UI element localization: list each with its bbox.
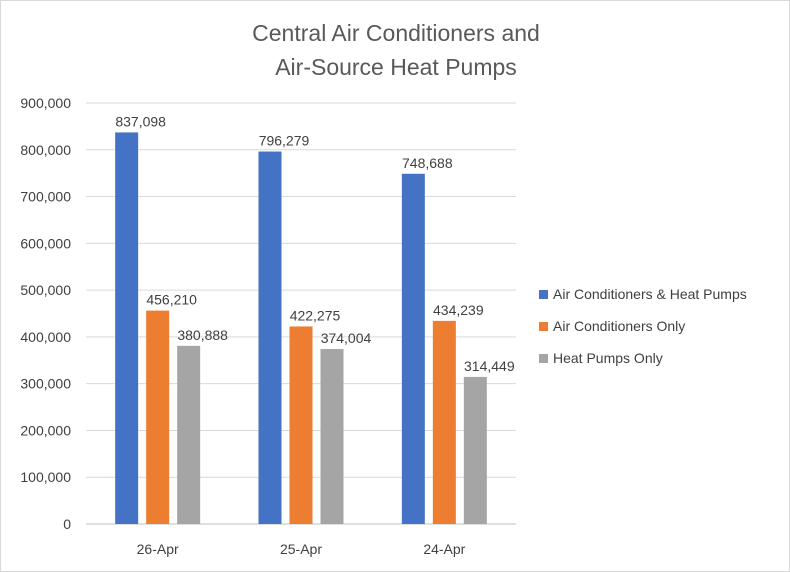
legend-swatch <box>539 322 548 331</box>
bar-2-0 <box>177 345 201 524</box>
legend-swatch <box>539 354 548 363</box>
data-label: 434,239 <box>433 302 484 318</box>
legend-swatch <box>539 290 548 299</box>
bars <box>115 132 487 524</box>
x-tick-label: 24-Apr <box>423 541 465 557</box>
x-tick-label: 26-Apr <box>137 541 179 557</box>
data-label: 314,449 <box>464 358 515 374</box>
bar-1-1 <box>289 326 313 524</box>
y-tick-label: 0 <box>63 516 71 532</box>
bar-2-1 <box>320 349 344 524</box>
y-tick-label: 600,000 <box>20 235 71 251</box>
data-label: 374,004 <box>321 330 372 346</box>
y-tick-label: 200,000 <box>20 422 71 438</box>
chart-title-line-2: Air-Source Heat Pumps <box>275 54 517 80</box>
data-label: 837,098 <box>115 113 166 129</box>
x-tick-label: 25-Apr <box>280 541 322 557</box>
legend: Air Conditioners & Heat Pumps Air Conditi… <box>539 286 747 366</box>
data-label: 380,888 <box>177 327 228 343</box>
y-axis-tick-labels: 0 100,000 200,000 300,000 400,000 500,000 600,… <box>20 95 71 532</box>
bar-0-0 <box>115 132 139 524</box>
y-tick-label: 100,000 <box>20 469 71 485</box>
legend-label: Heat Pumps Only <box>553 350 663 366</box>
bar-0-2 <box>401 173 425 524</box>
data-label: 796,279 <box>259 133 310 149</box>
y-tick-label: 900,000 <box>20 95 71 111</box>
data-label: 456,210 <box>146 292 197 308</box>
y-tick-label: 400,000 <box>20 329 71 345</box>
y-tick-label: 500,000 <box>20 282 71 298</box>
data-label: 748,688 <box>402 155 453 171</box>
bar-2-2 <box>463 376 487 524</box>
legend-label: Air Conditioners & Heat Pumps <box>553 286 747 302</box>
bar-0-1 <box>258 151 282 524</box>
y-tick-label: 300,000 <box>20 376 71 392</box>
data-labels: 837,098 456,210 380,888 796,279 422,275 374,0… <box>115 113 514 373</box>
y-tick-label: 800,000 <box>20 142 71 158</box>
legend-label: Air Conditioners Only <box>553 318 685 334</box>
chart-title-line-1: Central Air Conditioners and <box>252 20 540 46</box>
bar-1-2 <box>432 320 456 524</box>
bar-1-0 <box>146 310 170 524</box>
data-label: 422,275 <box>290 307 341 323</box>
y-tick-label: 700,000 <box>20 189 71 205</box>
x-axis-tick-labels: 26-Apr 25-Apr 24-Apr <box>137 541 466 557</box>
